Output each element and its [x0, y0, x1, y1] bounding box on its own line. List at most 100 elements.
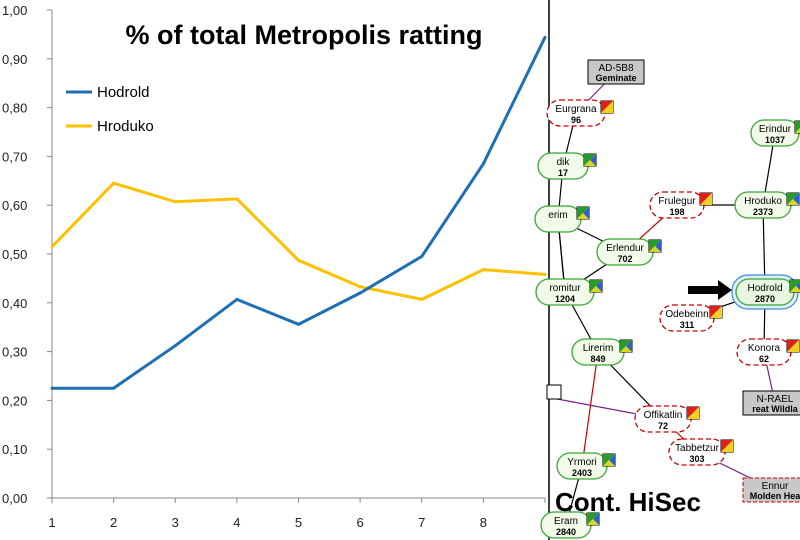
system-name: Lirerim: [583, 343, 614, 354]
region-name: N-RAEL: [757, 394, 794, 405]
legend-label-hroduko: Hroduko: [97, 118, 154, 135]
region-sub: reat Wildla: [752, 404, 798, 414]
system-name: Hodrold: [747, 283, 782, 294]
x-tick-label: 7: [418, 515, 425, 530]
region-box-frame: [742, 477, 800, 503]
current-location-arrow-icon: [688, 280, 732, 300]
system-status-icon: [619, 339, 633, 353]
x-tick-label: 5: [295, 515, 302, 530]
system-name: Offikatlin: [644, 410, 683, 421]
system-name: Hroduko: [744, 196, 782, 207]
system-status-icon: [786, 192, 800, 206]
system-name: Eram: [554, 516, 578, 527]
region-box-frame: [587, 59, 645, 85]
data-point-hroduko: [235, 197, 239, 201]
system-name: erim: [548, 210, 567, 221]
series-layer: [50, 35, 547, 390]
data-point-hroduko: [481, 268, 485, 272]
system-status-icon: [720, 439, 734, 453]
data-point-hroduko: [420, 297, 424, 301]
data-point-hodrold: [481, 162, 485, 166]
system-value: 2403: [572, 468, 592, 478]
x-tick-label: 2: [110, 515, 117, 530]
region-sub: Geminate: [595, 73, 636, 83]
data-point-hroduko: [543, 272, 547, 276]
x-tick-label: 3: [172, 515, 179, 530]
x-tick-label: 6: [357, 515, 364, 530]
y-tick-label: 1,00: [2, 3, 27, 18]
data-point-hroduko: [112, 181, 116, 185]
system-value: 303: [689, 454, 704, 464]
system-value: 2840: [556, 527, 576, 537]
system-value: 1204: [555, 294, 575, 304]
system-status-icon: [789, 279, 800, 293]
system-name: dik: [557, 157, 571, 168]
system-value: 62: [759, 354, 769, 364]
y-tick-label: 0,10: [2, 442, 27, 457]
y-tick-labels: 0,00 0,10 0,20 0,30 0,40 0,50 0,60 0,70 0,80 0,90…: [2, 3, 52, 506]
system-name: Frulegur: [658, 196, 696, 207]
system-name: Konora: [748, 343, 781, 354]
legend-label-hodrold: Hodrold: [97, 84, 150, 101]
system-status-icon: [786, 339, 800, 353]
region-name: Ennur: [762, 481, 789, 492]
y-tick-label: 0,40: [2, 296, 27, 311]
region-label: Cont. HiSec: [555, 487, 701, 517]
system-name: Yrmori: [567, 457, 596, 468]
legend: Hodrold Hroduko: [66, 84, 154, 135]
system-status-icon: [583, 153, 597, 167]
system-value: 702: [617, 254, 632, 264]
system-value: 311: [680, 320, 695, 330]
y-tick-label: 0,00: [2, 491, 27, 506]
system-status-icon: [709, 305, 723, 319]
chart-title: % of total Metropolis ratting: [126, 20, 483, 50]
data-point-hodrold: [297, 322, 300, 326]
system-node-erim[interactable]: erim: [534, 205, 590, 233]
system-status-icon: [686, 406, 700, 420]
y-tick-label: 0,50: [2, 247, 27, 262]
system-value: 2870: [755, 294, 775, 304]
system-name: Erindur: [759, 124, 792, 135]
y-tick-label: 0,80: [2, 101, 27, 116]
system-name: Eurgrana: [555, 104, 597, 115]
system-value: 198: [669, 207, 684, 217]
system-name: Erlendur: [606, 243, 644, 254]
system-status-icon: [589, 279, 603, 293]
y-tick-label: 0,30: [2, 345, 27, 360]
x-tick-label: 1: [48, 515, 55, 530]
region-name: AD-5B8: [598, 63, 633, 74]
y-tick-label: 0,60: [2, 198, 27, 213]
x-tick-label: 4: [233, 515, 240, 530]
system-status-icon: [602, 453, 616, 467]
system-value: 1037: [765, 135, 785, 145]
system-status-icon: [600, 100, 614, 114]
y-tick-label: 0,20: [2, 393, 27, 408]
data-point-hodrold: [173, 344, 177, 348]
system-status-icon: [794, 120, 800, 134]
region-box-frame: [742, 390, 800, 416]
data-point-hodrold: [420, 254, 424, 258]
